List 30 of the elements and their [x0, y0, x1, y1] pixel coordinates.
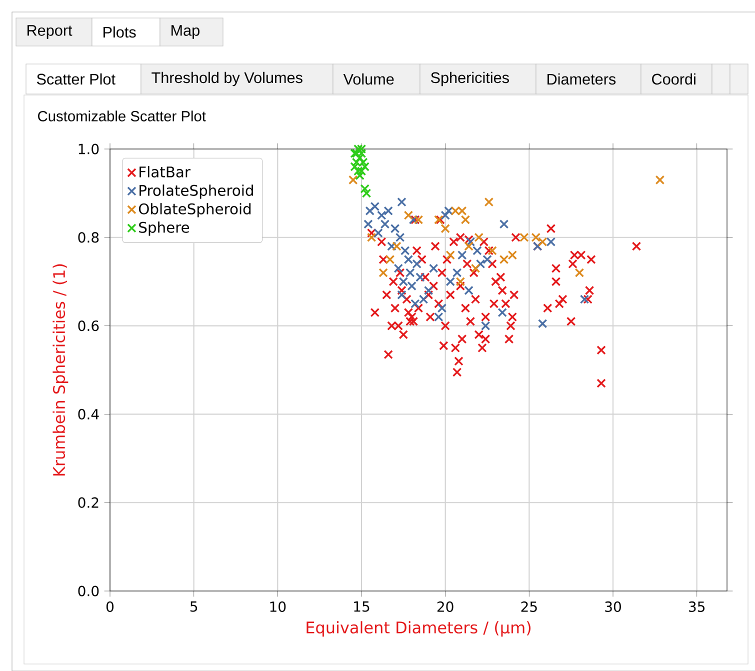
x-axis-title: Equivalent Diameters / (μm) — [306, 621, 531, 637]
text: Diameters — [548, 73, 616, 85]
x-tick-label: 30 — [605, 601, 621, 612]
y-tick-label: 1.0 — [78, 144, 99, 154]
legend-label: OblateSpheroid — [138, 203, 251, 218]
y-tick-label: 0.8 — [78, 232, 99, 243]
y-tick-label: 0.6 — [78, 320, 99, 332]
legend-label: Sphere — [139, 222, 190, 236]
text: Scatter Plot — [36, 73, 116, 85]
text: Threshold by Volumes — [152, 72, 302, 86]
text: Plots — [104, 26, 136, 38]
legend-label: FlatBar — [140, 166, 190, 178]
x-tick-label: 0 — [106, 601, 114, 612]
x-tick-label: 10 — [270, 601, 286, 612]
y-tick-label: 0.0 — [78, 586, 99, 596]
chart-title: Customizable Scatter Plot — [38, 110, 206, 122]
x-tick-label: 5 — [190, 601, 198, 612]
y-axis-title: Krumbein Sphericities / (1) — [52, 264, 68, 476]
x-tick-label: 35 — [688, 601, 705, 612]
x-tick-label: 20 — [437, 601, 454, 612]
text: Sphericities — [430, 72, 509, 86]
x-tick-label: 15 — [354, 601, 370, 612]
text: Volume — [343, 73, 394, 85]
text: Report — [28, 25, 72, 39]
legend-label: ProlateSpheroid — [140, 184, 253, 199]
x-tick-label: 25 — [521, 601, 537, 612]
y-tick-label: 0.2 — [78, 497, 98, 508]
text: Coordi — [652, 73, 696, 85]
y-tick-label: 0.4 — [78, 408, 99, 420]
text: Map — [172, 25, 200, 39]
